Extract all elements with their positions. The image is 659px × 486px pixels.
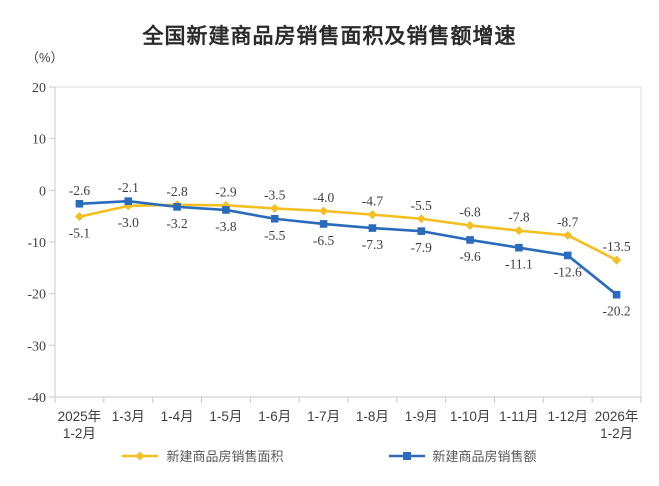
data-label: -5.5 xyxy=(411,198,433,213)
data-point-marker xyxy=(368,224,377,232)
series-line xyxy=(79,203,618,262)
data-label: -5.5 xyxy=(264,228,286,243)
series-line xyxy=(79,199,618,296)
data-point-marker xyxy=(417,227,426,235)
data-label: -3.0 xyxy=(118,215,140,230)
data-label: -9.6 xyxy=(459,249,481,264)
svg-text:1-7月: 1-7月 xyxy=(307,409,340,424)
legend-sales-area-line-icon xyxy=(122,451,159,460)
svg-text:-10: -10 xyxy=(27,236,46,251)
data-point-marker xyxy=(222,206,230,214)
data-point-marker xyxy=(515,243,523,252)
legend-sales-amount-line-icon xyxy=(388,451,425,460)
svg-text:-20: -20 xyxy=(27,288,46,303)
data-label: -2.6 xyxy=(69,183,91,198)
svg-text:1-6月: 1-6月 xyxy=(258,409,291,424)
series-sales-area: -5.1 -3.0 -2.8 -2.9 -3.5 -4.0 -4.7 -5.5 -6.8 -7.8… xyxy=(69,184,631,265)
data-label: -8.7 xyxy=(557,214,579,229)
data-label: -12.6 xyxy=(554,264,582,279)
x-axis-ticks xyxy=(54,397,642,403)
data-label: -2.8 xyxy=(166,184,188,199)
data-point-marker xyxy=(465,220,475,230)
y-axis-unit-label: （%） xyxy=(26,50,64,65)
svg-text:1-11月: 1-11月 xyxy=(499,409,539,424)
plot-border xyxy=(54,86,642,398)
data-point-marker xyxy=(563,251,572,260)
data-label: -2.1 xyxy=(118,180,139,195)
data-point-marker xyxy=(74,212,84,222)
data-point-marker xyxy=(124,197,133,205)
plot-svg: 20 10 0 -10 -20 -30 -40 2025年 1-2月 1-3月 1-4月 1-5月 1-… xyxy=(27,81,642,441)
svg-text:1-12月: 1-12月 xyxy=(547,409,588,424)
series-sales-amount: -2.6 -2.1 -3.2 -3.8 -5.5 -6.5 -7.3 -7.9 -9.6 -11.… xyxy=(69,180,631,319)
x-axis-labels: 2025年 1-2月 1-3月 1-4月 1-5月 1-6月 1-7月 1-8月 1-9月 1-1… xyxy=(58,409,639,441)
data-label: -6.5 xyxy=(313,233,335,248)
svg-text:-40: -40 xyxy=(27,391,46,406)
svg-text:1-3月: 1-3月 xyxy=(112,409,145,424)
legend-sales-area-label: 新建商品房销售面积 xyxy=(166,449,284,464)
data-label: -7.8 xyxy=(508,210,530,225)
data-point-marker xyxy=(367,210,377,220)
legend-sales-amount-label: 新建商品房销售额 xyxy=(432,449,537,464)
data-label: -20.2 xyxy=(603,304,631,319)
data-point-marker xyxy=(612,255,622,265)
data-point-marker xyxy=(75,199,84,208)
data-point-marker xyxy=(563,230,573,240)
data-point-marker xyxy=(319,206,329,216)
data-point-marker xyxy=(270,214,279,223)
data-point-marker xyxy=(319,220,328,228)
svg-text:1-8月: 1-8月 xyxy=(356,409,389,424)
data-label: -4.0 xyxy=(313,190,335,205)
svg-text:10: 10 xyxy=(32,133,46,148)
data-label: -2.9 xyxy=(215,184,237,199)
svg-text:1-10月: 1-10月 xyxy=(450,409,491,424)
svg-text:1-5月: 1-5月 xyxy=(209,409,242,424)
svg-text:0: 0 xyxy=(39,184,46,199)
chart-title: 全国新建商品房销售面积及销售额增速 xyxy=(142,25,517,48)
data-label: -3.2 xyxy=(166,216,187,231)
legend: 新建商品房销售面积 新建商品房销售额 xyxy=(0,446,659,465)
y-axis-ticks: 20 10 0 -10 -20 -30 -40 xyxy=(27,81,55,406)
data-point-marker xyxy=(416,214,426,224)
data-point-marker xyxy=(514,226,524,236)
data-point-marker xyxy=(173,203,181,211)
data-label: -13.5 xyxy=(603,239,631,254)
svg-text:20: 20 xyxy=(32,81,46,96)
svg-text:1-9月: 1-9月 xyxy=(405,409,438,424)
data-label: -11.1 xyxy=(505,257,533,272)
plot-area: 20 10 0 -10 -20 -30 -40 2025年 1-2月 1-3月 1-4月 1-5月 1-… xyxy=(0,70,659,447)
data-label: -5.1 xyxy=(69,226,90,241)
legend-item-sales-area[interactable]: 新建商品房销售面积 xyxy=(122,446,284,465)
svg-text:-30: -30 xyxy=(27,339,46,354)
data-point-marker xyxy=(612,290,621,299)
data-label: -3.8 xyxy=(215,219,237,234)
data-label: -3.5 xyxy=(264,187,286,202)
svg-text:1-4月: 1-4月 xyxy=(161,409,194,424)
data-label: -7.3 xyxy=(362,237,384,252)
data-point-marker xyxy=(270,203,280,213)
axes xyxy=(54,87,641,398)
data-label: -6.8 xyxy=(459,204,481,219)
data-label: -7.9 xyxy=(411,240,433,255)
data-label: -4.7 xyxy=(362,194,384,209)
legend-item-sales-amount[interactable]: 新建商品房销售额 xyxy=(388,446,537,465)
data-point-marker xyxy=(466,236,474,244)
